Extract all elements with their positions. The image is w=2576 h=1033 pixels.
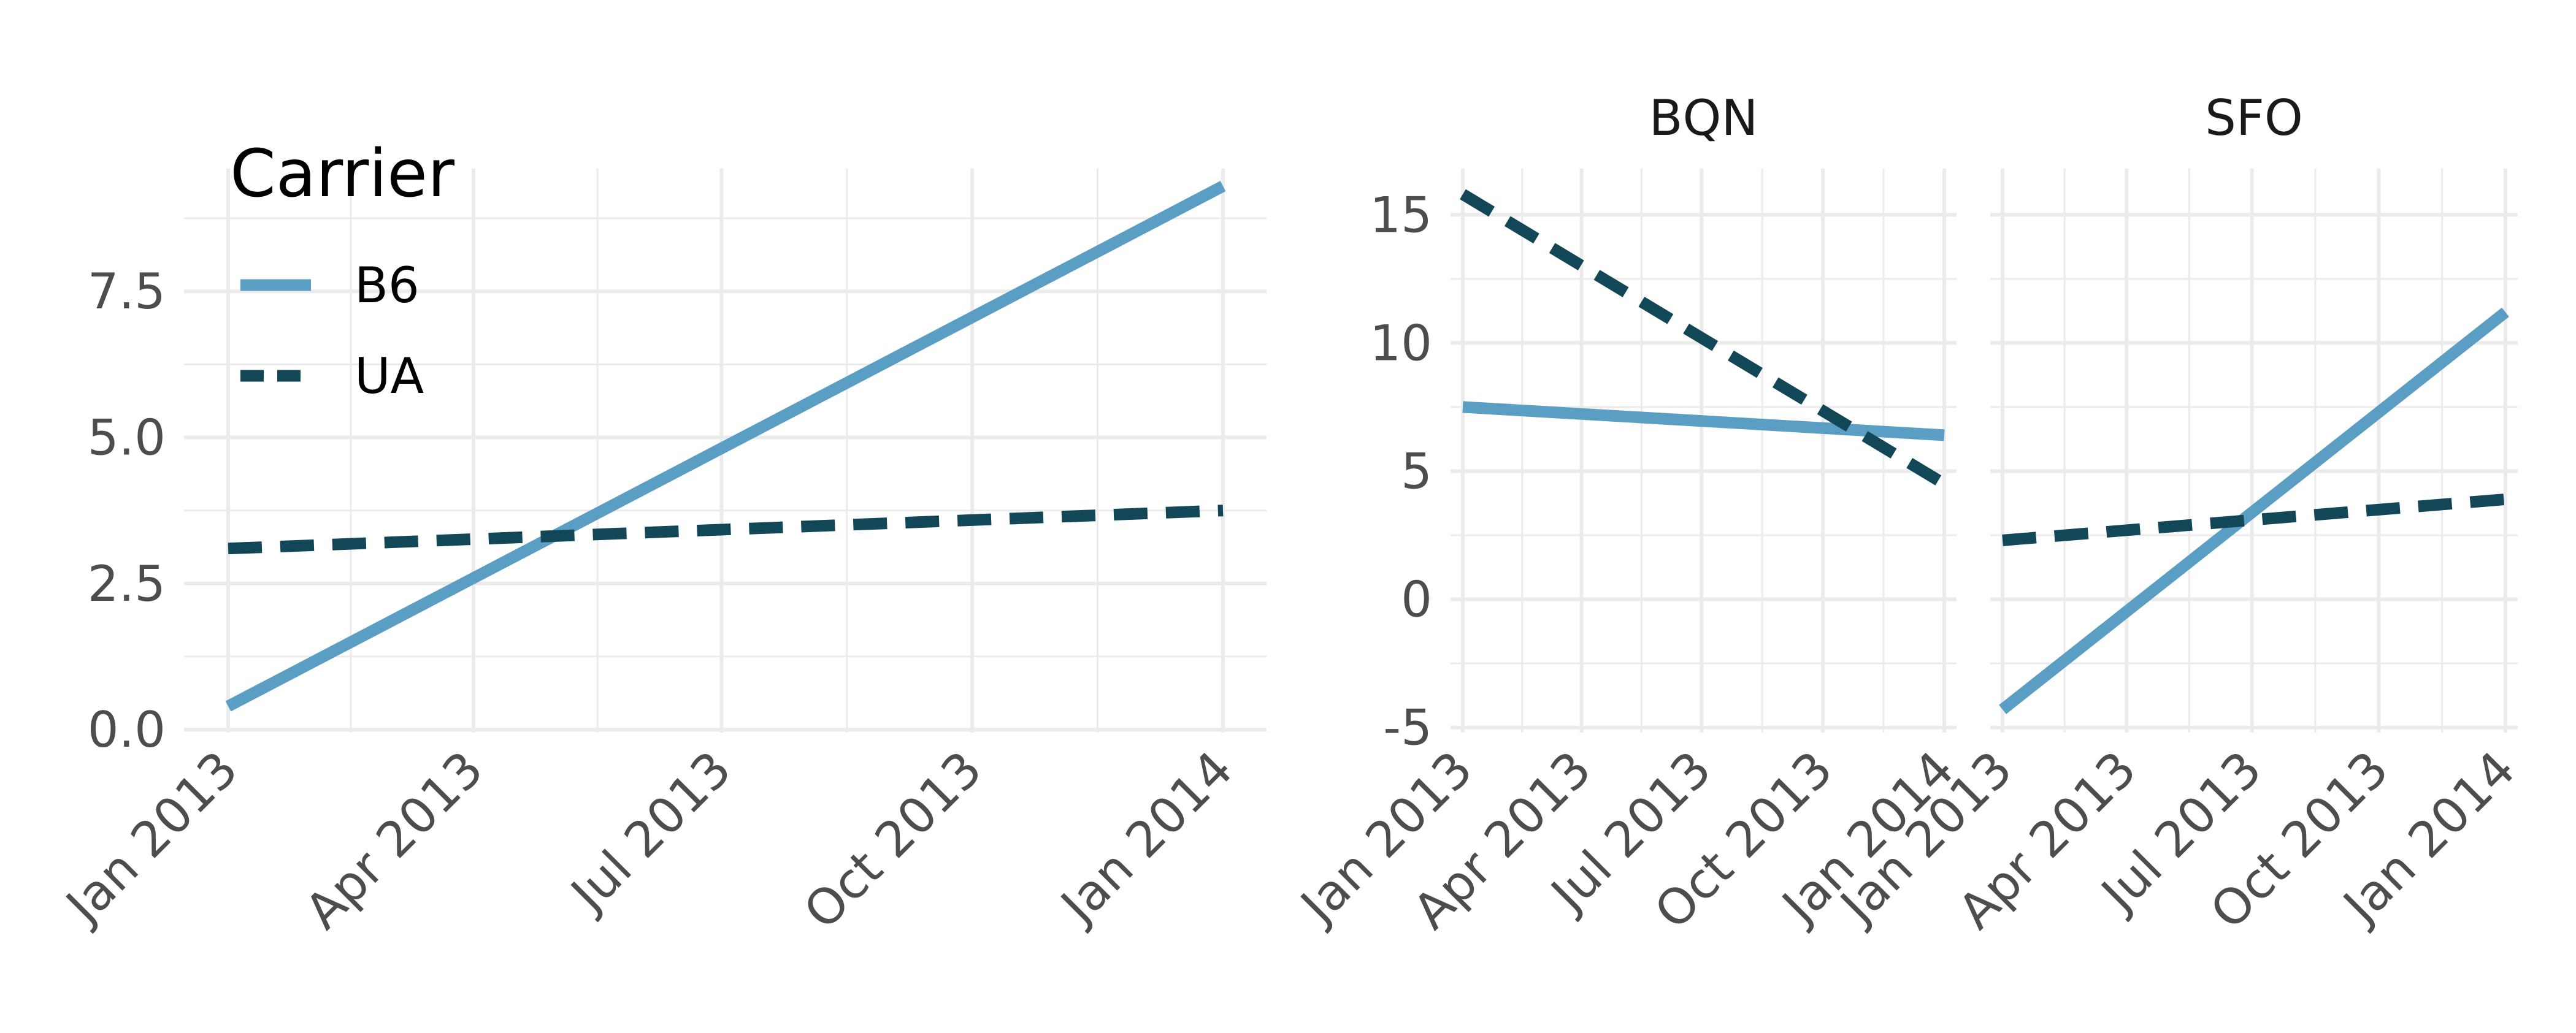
legend-title: Carrier <box>230 136 454 212</box>
series-line-ua <box>2002 493 2506 546</box>
series-line-ua <box>1460 189 1947 489</box>
series-line-b6 <box>225 181 1226 712</box>
series-line-b6 <box>1462 401 1945 441</box>
legend-label-b6: B6 <box>355 257 420 314</box>
series-layer <box>225 181 1226 712</box>
series-line-ua <box>228 505 1224 555</box>
series-layer <box>1460 189 1947 489</box>
y-tick-label: 0 <box>1401 571 1432 628</box>
y-tick-label: 5.0 <box>88 410 166 467</box>
y-axis: 0.0 2.5 5.0 7.5 <box>88 263 166 758</box>
facet-label-sfo: SFO <box>2205 90 2303 147</box>
y-tick-label: 7.5 <box>88 263 166 320</box>
y-tick-label: 0.0 <box>88 701 166 758</box>
legend-label-ua: UA <box>355 348 424 405</box>
series-line-b6 <box>1999 307 2509 714</box>
y-tick-label: 5 <box>1401 443 1432 500</box>
y-tick-label: 10 <box>1370 314 1432 372</box>
gridlines <box>1451 169 1957 733</box>
series-layer <box>1999 307 2509 714</box>
y-tick-label: -5 <box>1383 699 1432 757</box>
facet-label-bqn: BQN <box>1649 90 1758 147</box>
y-tick-label: 15 <box>1370 186 1432 243</box>
y-tick-label: 2.5 <box>88 555 166 612</box>
gridlines <box>1990 169 2518 733</box>
y-axis: -5 0 5 10 15 <box>1370 186 1432 756</box>
